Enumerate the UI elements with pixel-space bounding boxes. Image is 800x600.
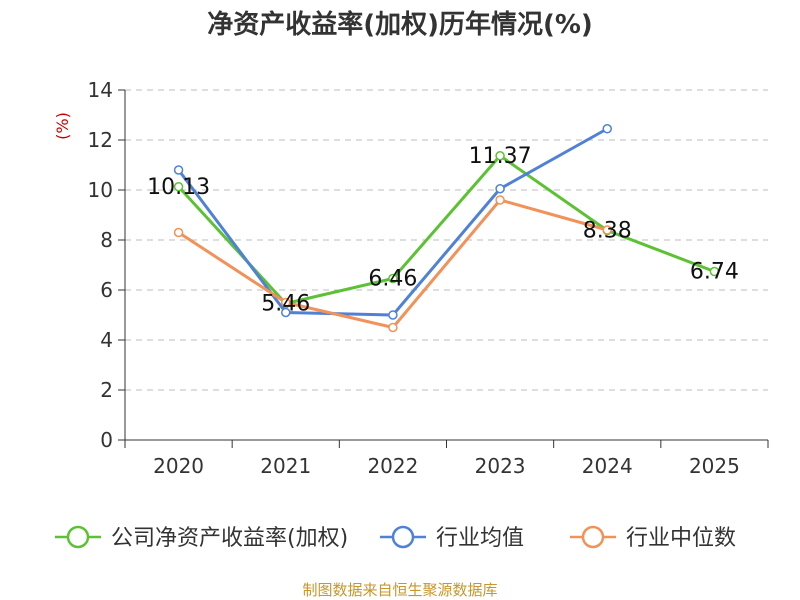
data-point (495, 195, 505, 205)
legend: 公司净资产收益率(加权) 行业均值 行业中位数 (55, 525, 736, 551)
x-tick-label: 2023 (475, 454, 526, 478)
series-line-0 (177, 154, 715, 305)
data-point (709, 266, 720, 277)
legend-marker (66, 525, 90, 549)
data-point (388, 310, 398, 320)
y-tick-label: 4 (100, 328, 113, 352)
x-tick-label: 2024 (582, 454, 633, 478)
y-tick-label: 14 (88, 78, 113, 102)
data-label: 11.37 (469, 144, 532, 169)
source-note: 制图数据来自恒生聚源数据库 (302, 581, 497, 599)
legend-marker (391, 525, 415, 549)
data-point (173, 182, 184, 192)
y-tick-label: 10 (88, 178, 113, 202)
y-tick-label: 0 (100, 428, 113, 452)
axes: 0 2 4 6 8 10 12 14 2020 2021 2022 2023 2024 2025 (88, 78, 769, 478)
legend-label: 行业中位数 (626, 526, 736, 551)
y-tick-label: 6 (100, 278, 113, 302)
data-label: 10.13 (147, 175, 210, 200)
data-point (602, 124, 612, 134)
y-tick-label: 8 (100, 228, 113, 252)
data-point (173, 227, 184, 238)
data-label: 6.74 (690, 260, 739, 285)
data-point (281, 307, 291, 318)
data-point (388, 322, 398, 333)
data-label: 6.46 (368, 267, 417, 292)
legend-label: 行业均值 (436, 526, 524, 551)
x-tick-label: 2020 (153, 454, 204, 478)
grid-lines (125, 89, 768, 391)
legend-marker (581, 525, 605, 549)
data-label: 5.46 (261, 292, 310, 317)
data-label: 8.38 (583, 219, 632, 244)
y-tick-label: 12 (88, 128, 113, 152)
data-point (388, 273, 398, 284)
data-labels: 10.13 5.46 6.46 11.37 8.38 6.74 (147, 144, 739, 317)
x-tick-label: 2021 (260, 454, 311, 478)
y-axis-label: (%) (53, 112, 72, 140)
data-point (173, 165, 184, 175)
x-tick-label: 2022 (367, 454, 418, 478)
series-line-2 (177, 198, 608, 329)
chart-title: 净资产收益率(加权)历年情况(%) (207, 9, 593, 40)
data-point (495, 184, 505, 194)
y-tick-label: 2 (100, 378, 113, 402)
data-point (602, 225, 612, 235)
x-tick-label: 2025 (689, 454, 740, 478)
series-group (173, 124, 720, 333)
legend-label: 公司净资产收益率(加权) (111, 526, 348, 551)
data-point (281, 297, 291, 308)
data-point (495, 151, 505, 161)
